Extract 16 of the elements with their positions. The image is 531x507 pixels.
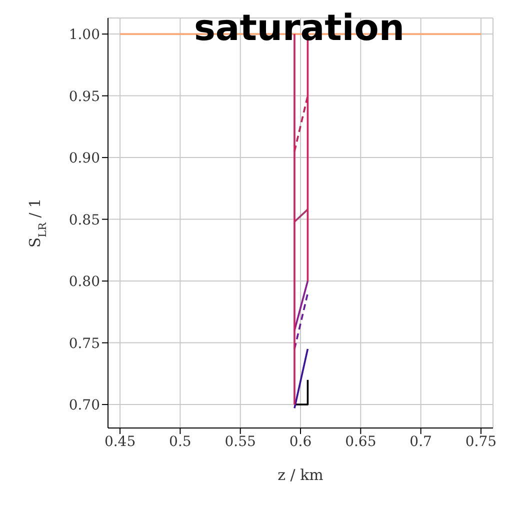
x-tick-label: 0.5: [169, 434, 192, 450]
y-tick-label: 0.80: [68, 274, 100, 290]
x-tick-label: 0.75: [465, 434, 497, 450]
x-axis-title: z / km: [278, 466, 324, 484]
x-tick-label: 0.65: [345, 434, 376, 450]
x-tick-label: 0.6: [289, 434, 312, 450]
y-tick-label: 1.00: [68, 27, 100, 44]
y-tick-label: 0.90: [68, 150, 100, 167]
y-tick-label: 0.75: [68, 336, 100, 352]
x-tick-label: 0.55: [224, 434, 256, 450]
y-tick-label: 0.70: [68, 398, 100, 414]
x-tick-label: 0.45: [104, 434, 136, 450]
x-tick-label: 0.7: [410, 434, 432, 450]
y-tick-label: 0.85: [68, 212, 100, 228]
y-tick-label: 0.95: [68, 88, 100, 105]
chart-title: saturation: [194, 8, 405, 49]
